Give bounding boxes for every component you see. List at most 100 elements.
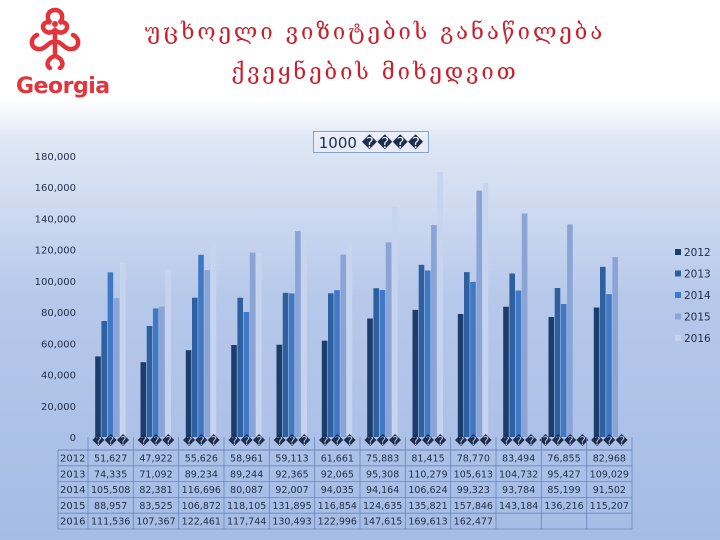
table-cell: 47,922 [139, 454, 172, 465]
y-tick-label: 100,000 [35, 277, 76, 288]
table-cell: 118,105 [227, 501, 266, 512]
x-tick-label: ��� [591, 434, 629, 448]
legend-swatch-2016 [675, 335, 681, 341]
table-cell: 104,732 [499, 469, 538, 480]
bar-2012 [185, 350, 192, 437]
table-cell: 136,216 [544, 501, 583, 512]
logo-text: Georgia [16, 74, 110, 99]
table-cell: 80,087 [230, 485, 263, 496]
bar-2016 [392, 206, 398, 437]
bar-2015 [340, 254, 346, 437]
bar-2014 [379, 290, 386, 437]
table-cell: 135,821 [408, 501, 447, 512]
x-tick-label: ��� [183, 434, 221, 448]
bar-2013 [464, 272, 470, 437]
table-cell: 82,968 [593, 454, 626, 465]
table-cell: 91,502 [593, 485, 626, 496]
table-cell: 105,613 [454, 469, 493, 480]
bar-2015 [385, 242, 392, 437]
table-cell: 58,961 [230, 454, 263, 465]
bar-2015 [295, 231, 301, 437]
bar-2012 [321, 340, 328, 437]
bar-2015 [567, 224, 573, 437]
bar-2013 [418, 264, 425, 437]
table-cell: 131,895 [272, 501, 311, 512]
table-cell: 106,872 [182, 501, 221, 512]
table-cell: 124,635 [363, 501, 402, 512]
bar-2015 [249, 252, 256, 437]
bar-2012 [367, 318, 373, 437]
y-tick-label: 60,000 [41, 339, 76, 350]
table-cell: 147,615 [363, 517, 402, 528]
bar-2013 [600, 266, 606, 437]
bar-2013 [146, 326, 153, 437]
y-tick-label: 0 [70, 433, 76, 444]
table-cell: 117,744 [227, 517, 266, 528]
bar-2016 [437, 172, 443, 437]
bar-2012 [231, 345, 237, 437]
x-tick-label: ��� [500, 434, 538, 448]
table-cell: 162,477 [454, 517, 493, 528]
table-row-header: 2013 [60, 469, 85, 480]
table-cell: 94,035 [321, 485, 354, 496]
table-cell: 122,461 [182, 517, 221, 528]
x-tick-label: ��� [455, 434, 493, 448]
y-tick-label: 40,000 [41, 371, 76, 382]
bar-2013 [373, 288, 379, 437]
bar-2016 [346, 245, 353, 437]
legend-label: 2012 [684, 247, 711, 259]
bar-2016 [256, 253, 262, 437]
bar-2015 [476, 190, 482, 437]
table-cell: 82,381 [139, 485, 172, 496]
table-cell: 75,883 [366, 454, 399, 465]
x-tick-label: ��� [228, 434, 266, 448]
y-tick-label: 160,000 [35, 183, 76, 194]
bar-2016 [120, 262, 126, 437]
legend-swatch-2015 [675, 313, 681, 320]
legend-label: 2014 [684, 290, 711, 302]
bar-2012 [95, 356, 101, 437]
unit-label: 1000 ���� [313, 131, 429, 153]
table-cell: 89,244 [230, 469, 263, 480]
bar-2015 [159, 306, 165, 437]
x-tick-label: ��� [319, 434, 357, 448]
table-cell: 109,029 [590, 469, 629, 480]
y-tick-label: 80,000 [41, 308, 76, 319]
bar-2016 [210, 245, 217, 437]
bar-2014 [243, 312, 250, 437]
table-cell: 93,784 [502, 485, 535, 496]
x-tick-label: ��� [274, 434, 312, 448]
table-cell: 95,308 [366, 469, 399, 480]
bar-2015 [431, 225, 437, 437]
bar-2012 [503, 306, 509, 437]
bar-2014 [470, 281, 476, 437]
bar-2013 [192, 297, 198, 437]
bar-2012 [276, 344, 283, 437]
table-cell: 83,525 [139, 501, 172, 512]
legend-label: 2016 [684, 333, 711, 345]
table-cell: 143,184 [499, 501, 538, 512]
table-cell: 157,846 [454, 501, 493, 512]
bar-2016 [301, 233, 307, 437]
table-cell: 115,207 [590, 501, 629, 512]
legend-label: 2015 [684, 312, 711, 324]
bar-2014 [515, 290, 522, 437]
bar-2016 [482, 183, 489, 437]
table-cell: 71,092 [139, 469, 172, 480]
x-tick-label: ��� [364, 434, 402, 448]
table-cell: 76,855 [547, 454, 580, 465]
table-cell: 61,661 [321, 454, 354, 465]
y-tick-label: 120,000 [35, 246, 76, 257]
legend-swatch-2012 [675, 249, 681, 255]
bar-2014 [198, 254, 204, 437]
x-tick-label: ��� [410, 434, 448, 448]
bar-2014 [288, 293, 295, 437]
bar-2014 [334, 290, 340, 437]
page-title: უცხოელი ვიზიტების განაწილება [144, 20, 606, 45]
table-cell: 74,335 [94, 469, 127, 480]
table-cell: 89,234 [185, 469, 218, 480]
bar-2015 [204, 270, 210, 437]
legend-swatch-2013 [675, 270, 681, 277]
table-cell: 116,854 [318, 501, 357, 512]
